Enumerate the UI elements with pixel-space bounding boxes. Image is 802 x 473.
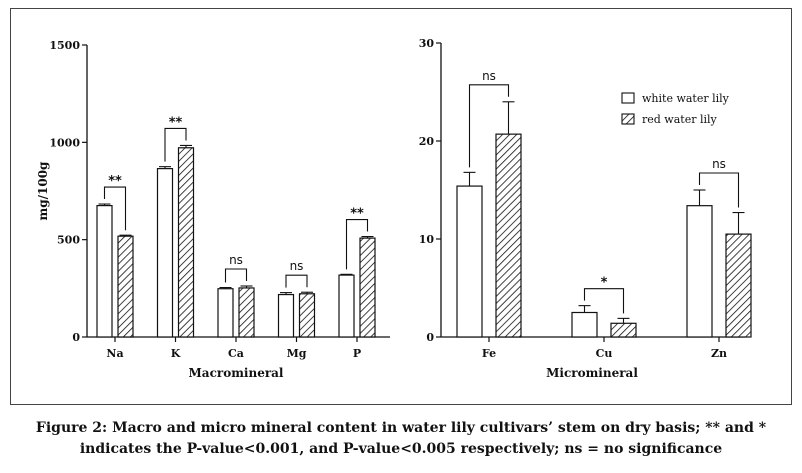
- bar-red-K: [177, 147, 195, 338]
- x-tick-label: Fe: [482, 347, 496, 360]
- y-tick-label: 30: [419, 37, 435, 50]
- bar-white-Na: [96, 205, 113, 338]
- x-tick-label: Zn: [711, 347, 727, 360]
- bar-white-Fe: [456, 185, 483, 338]
- x-tick-label: Cu: [596, 347, 613, 360]
- figure-frame: [10, 8, 792, 405]
- legend-label-0: white water lily: [642, 92, 730, 105]
- y-tick-label: 1000: [49, 136, 80, 149]
- significance-bracket-Mg: [285, 274, 308, 288]
- significance-label-K: **: [169, 115, 183, 130]
- x-axis-label: Micromineral: [546, 366, 638, 380]
- x-tick-label: K: [171, 347, 181, 360]
- y-tick-label: 10: [419, 233, 435, 246]
- significance-label-Ca: ns: [229, 253, 243, 267]
- legend-swatch-0: [621, 92, 635, 104]
- significance-bracket-K: [164, 127, 187, 162]
- significance-label-Fe: ns: [482, 69, 496, 83]
- caption-line-1: Figure 2: Macro and micro mineral conten…: [35, 420, 767, 436]
- bar-red-P: [359, 237, 376, 338]
- significance-label-P: **: [350, 207, 364, 222]
- legend-swatch-1: [621, 113, 635, 125]
- significance-bracket-Cu: [583, 288, 625, 314]
- y-axis-label: mg/100g: [36, 161, 50, 221]
- y-tick-label: 0: [426, 331, 434, 344]
- bar-white-Cu: [571, 311, 598, 338]
- significance-bracket-Fe: [468, 84, 510, 168]
- bar-red-Zn: [725, 233, 752, 338]
- bar-white-Zn: [686, 205, 713, 338]
- mineral-charts: 0 500 1000 1500 mg/100g Macromineral Na ** K ** Ca…: [36, 37, 752, 380]
- x-axis-label: Macromineral: [189, 366, 284, 380]
- legend-label-1: red water lily: [642, 113, 718, 126]
- y-tick-label: 1500: [49, 39, 80, 52]
- significance-label-Zn: ns: [712, 157, 726, 171]
- y-tick-label: 20: [419, 135, 435, 148]
- bar-white-Ca: [217, 288, 234, 338]
- significance-label-Cu: *: [601, 276, 608, 291]
- y-tick-label: 0: [72, 331, 80, 344]
- bar-red-Cu: [610, 322, 637, 338]
- figure-caption: Figure 2: Macro and micro mineral conten…: [0, 418, 802, 460]
- bar-red-Ca: [238, 287, 255, 338]
- caption-line-2: indicates the P-value<0.001, and P-value…: [79, 441, 723, 457]
- x-tick-label: Mg: [287, 347, 307, 360]
- bar-red-Fe: [495, 133, 522, 338]
- bar-white-K: [156, 168, 174, 338]
- significance-bracket-P: [345, 219, 369, 270]
- significance-bracket-Na: [103, 186, 127, 231]
- significance-label-Mg: ns: [290, 259, 304, 273]
- x-tick-label: Na: [106, 347, 123, 360]
- bar-white-Mg: [277, 293, 295, 338]
- bar-red-Mg: [298, 293, 316, 338]
- bar-red-Na: [117, 235, 134, 338]
- x-tick-label: P: [353, 347, 361, 360]
- significance-bracket-Zn: [698, 172, 740, 208]
- bar-white-P: [338, 274, 355, 338]
- significance-label-Na: **: [108, 174, 122, 189]
- significance-bracket-Ca: [224, 268, 248, 283]
- y-tick-label: 500: [57, 234, 80, 247]
- x-tick-label: Ca: [228, 347, 244, 360]
